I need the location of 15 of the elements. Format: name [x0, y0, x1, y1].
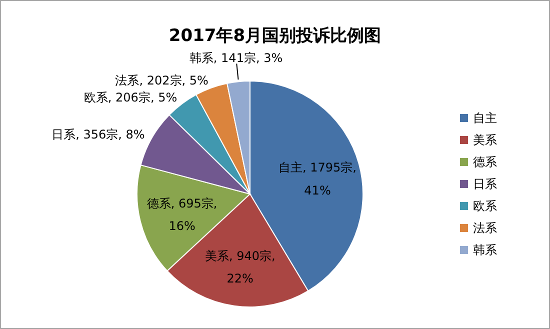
legend-label: 欧系 — [473, 199, 497, 214]
data-label: 韩系, 141宗, 3% — [189, 50, 283, 65]
legend-label: 德系 — [473, 155, 497, 170]
legend-label: 日系 — [473, 177, 497, 192]
chart-title: 2017年8月国别投诉比例图 — [168, 26, 382, 46]
legend-label: 法系 — [473, 221, 497, 236]
data-label: 日系, 356宗, 8% — [52, 127, 145, 142]
data-label: 美系, 940宗, 22% — [204, 248, 276, 286]
data-label: 自主, 1795宗, 41% — [278, 160, 357, 198]
legend-label: 自主 — [473, 111, 497, 126]
data-label: 欧系, 206宗, 5% — [84, 90, 178, 105]
data-label: 法系, 202宗, 5% — [115, 74, 208, 88]
legend-label: 韩系 — [473, 243, 497, 258]
legend-label: 美系 — [473, 133, 497, 148]
data-label: 德系, 695宗, 16% — [146, 196, 218, 234]
